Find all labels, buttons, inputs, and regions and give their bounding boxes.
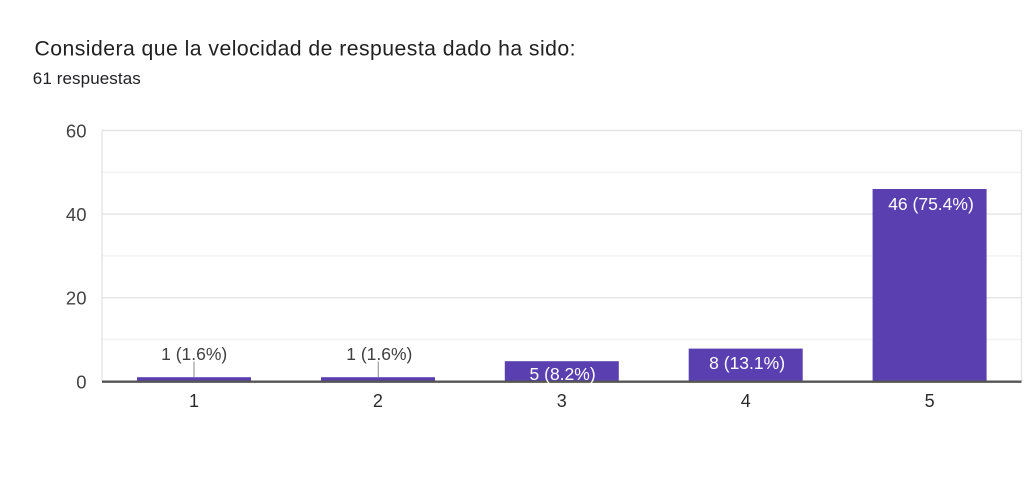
svg-text:4: 4 xyxy=(741,391,751,411)
svg-text:1 (1.6%): 1 (1.6%) xyxy=(346,344,412,364)
svg-text:40: 40 xyxy=(66,204,87,225)
svg-text:2: 2 xyxy=(373,391,383,411)
svg-text:0: 0 xyxy=(76,371,86,392)
svg-text:60: 60 xyxy=(66,121,87,142)
svg-text:61 respuestas: 61 respuestas xyxy=(33,69,141,88)
svg-text:5: 5 xyxy=(925,391,935,411)
svg-text:5 (8.2%): 5 (8.2%) xyxy=(530,364,596,384)
svg-text:Considera que la velocidad de: Considera que la velocidad de respuesta … xyxy=(35,37,576,60)
svg-text:3: 3 xyxy=(557,391,567,411)
svg-text:46 (75.4%): 46 (75.4%) xyxy=(888,194,974,214)
svg-text:1: 1 xyxy=(189,391,199,411)
svg-text:20: 20 xyxy=(66,288,87,309)
svg-text:1 (1.6%): 1 (1.6%) xyxy=(161,344,227,364)
svg-text:8 (13.1%): 8 (13.1%) xyxy=(709,353,785,373)
